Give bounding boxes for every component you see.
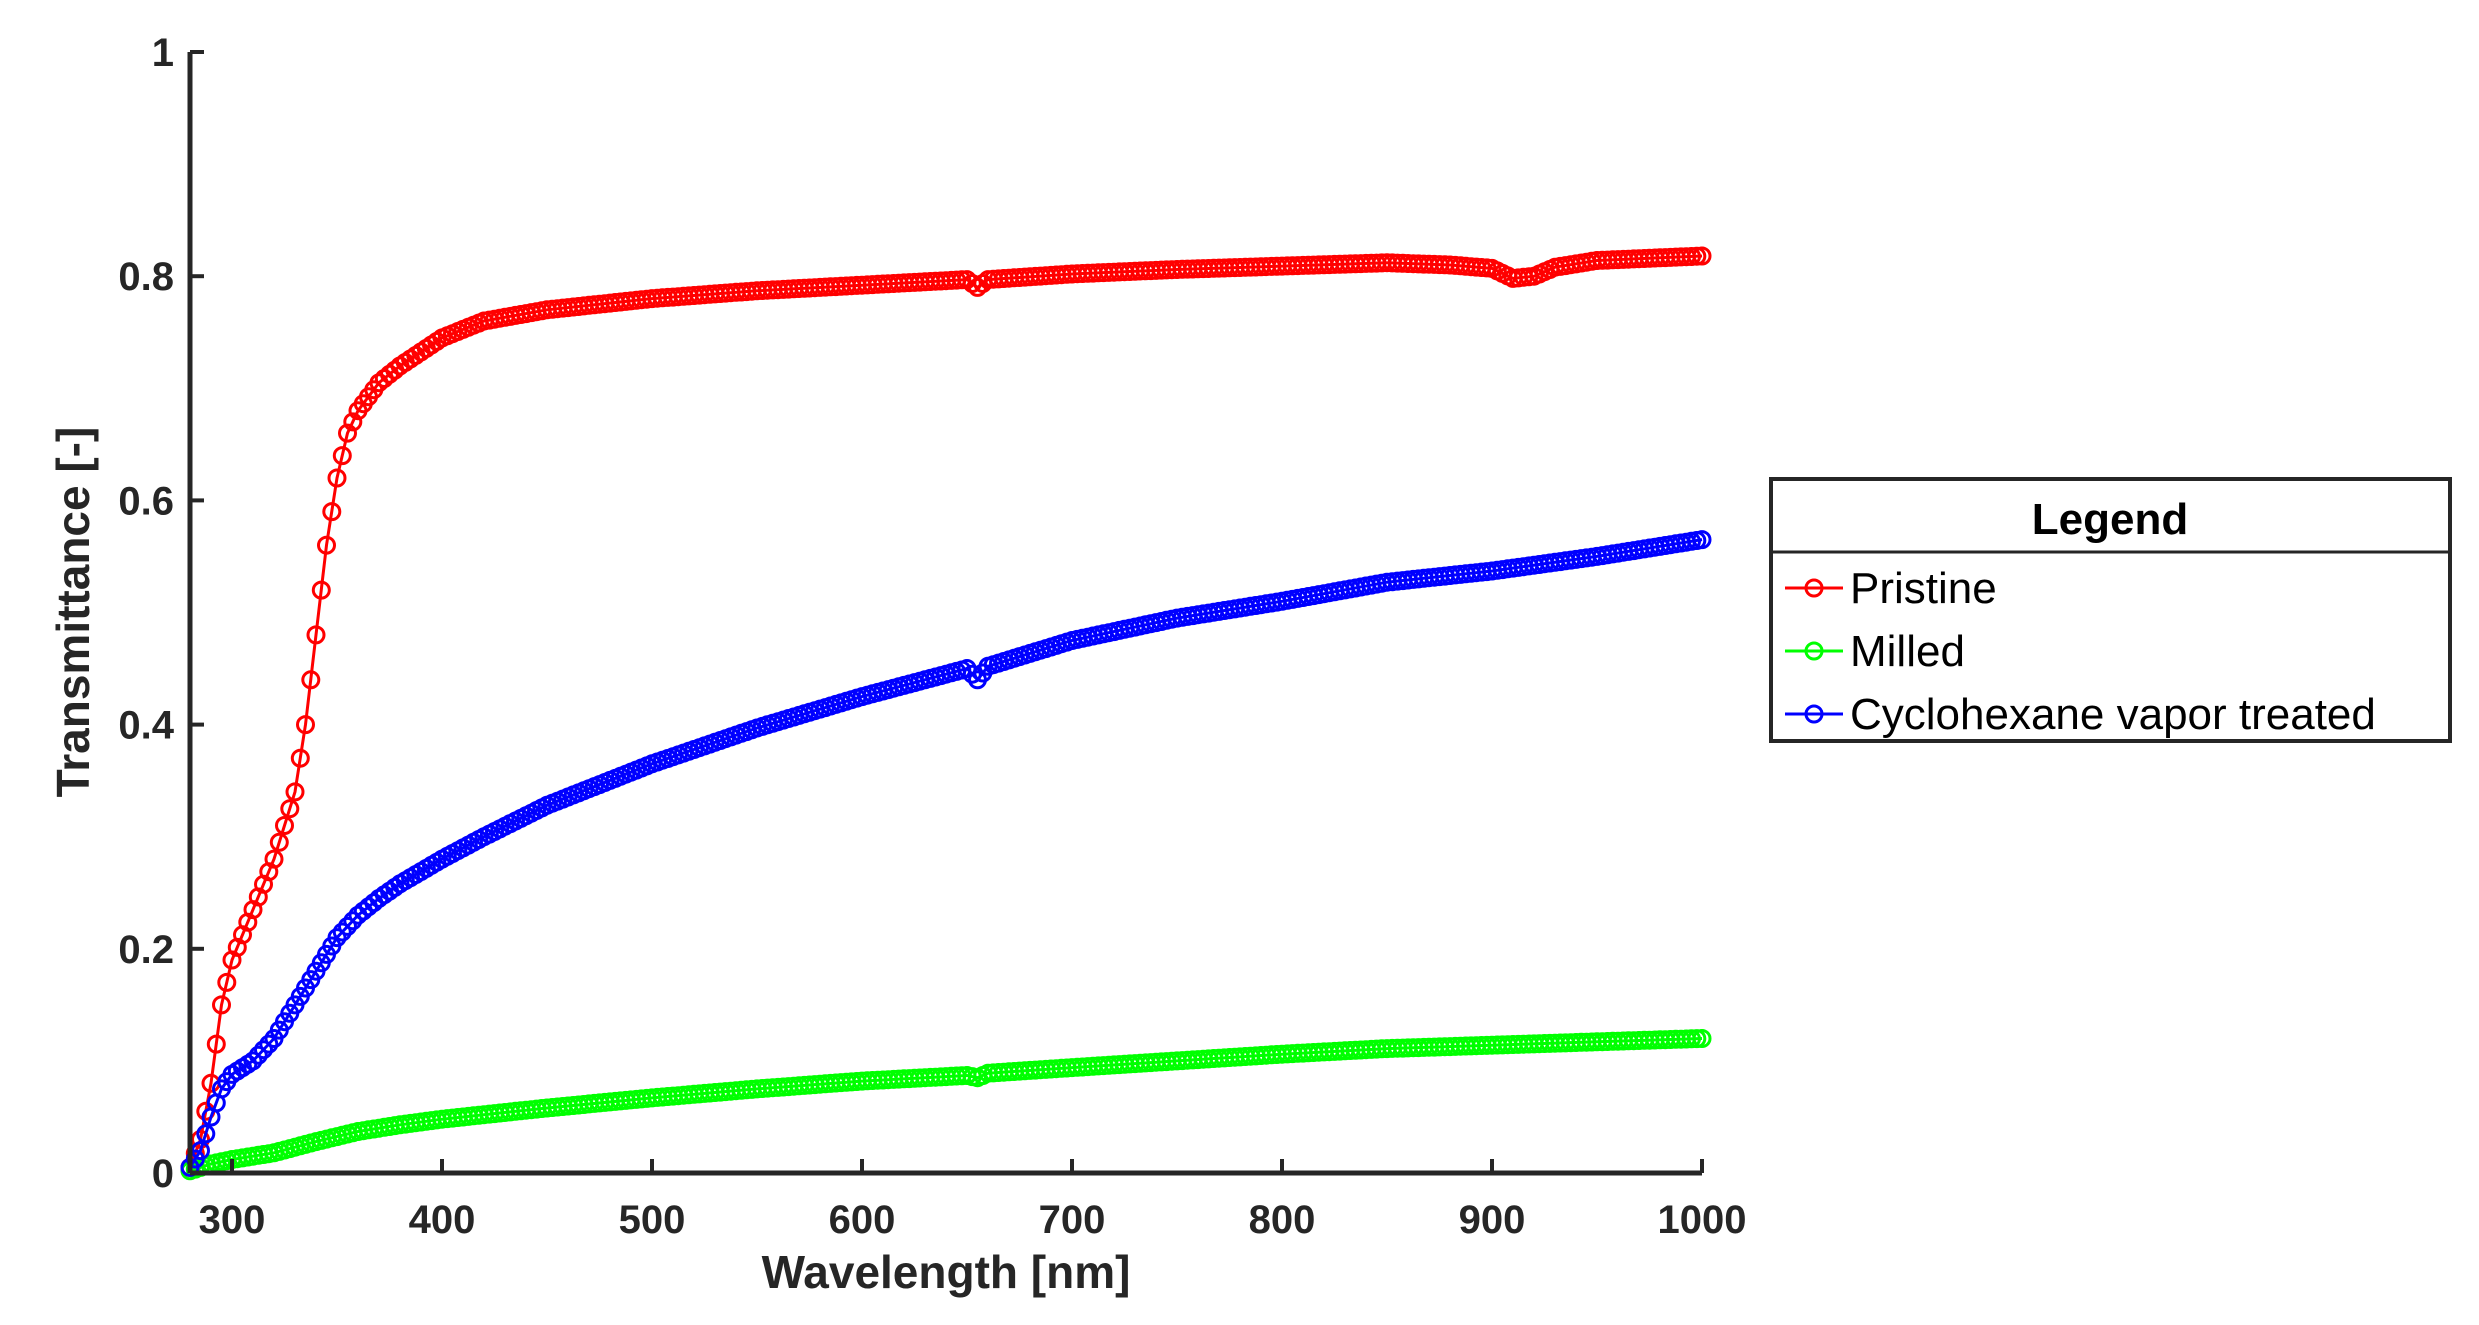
series-line xyxy=(188,254,1703,1168)
data-point xyxy=(306,625,326,645)
data-point xyxy=(322,502,342,522)
data-point xyxy=(290,748,310,768)
legend-entry-label: Pristine xyxy=(1850,564,1997,613)
legend-title: Legend xyxy=(2032,495,2188,544)
series-pristine xyxy=(180,246,1712,1177)
data-point xyxy=(206,1034,226,1054)
y-tick-label: 0 xyxy=(152,1152,174,1196)
legend-swatch-marker xyxy=(1804,704,1824,724)
x-tick-label: 400 xyxy=(409,1198,476,1242)
plot-area: 300 400 500 600 700 800 900 1000 0 0.2 0.4 0.6 0.8 1 xyxy=(118,31,1746,1242)
legend-entry-label: Milled xyxy=(1850,627,1965,676)
data-point xyxy=(248,1045,268,1065)
data-point xyxy=(212,995,231,1015)
data-point xyxy=(264,849,284,869)
data-point xyxy=(259,1034,279,1054)
x-tick-label: 300 xyxy=(199,1198,266,1242)
data-point xyxy=(332,446,352,466)
legend-entries: Pristine Milled Cyclohexane vapor treated xyxy=(1785,564,2376,739)
legend[interactable]: Legend Pristine Milled Cyclohexane vapor t… xyxy=(1769,477,2452,743)
series-line xyxy=(189,1037,1703,1173)
x-tick-label: 700 xyxy=(1039,1198,1106,1242)
series-line xyxy=(188,538,1703,1169)
y-tick-label: 0.8 xyxy=(118,255,174,299)
data-point xyxy=(962,664,982,684)
y-tick-label: 0.2 xyxy=(118,928,174,972)
series-layer xyxy=(180,246,1712,1181)
data-point xyxy=(338,423,357,443)
y-tick-label: 0.4 xyxy=(118,704,174,748)
y-axis-title: Transmittance [-] xyxy=(47,427,99,798)
data-point xyxy=(275,816,294,835)
y-tick-label: 1 xyxy=(152,31,174,75)
data-point xyxy=(269,832,289,852)
series-milled xyxy=(180,1029,1712,1181)
x-ticks: 300 400 500 600 700 800 900 1000 xyxy=(199,1159,1747,1242)
x-tick-label: 600 xyxy=(829,1198,896,1242)
data-point xyxy=(338,916,357,936)
series-cyclohexane-vapor-treated xyxy=(180,530,1712,1177)
data-point xyxy=(301,670,321,690)
legend-box xyxy=(1769,477,2452,743)
data-point xyxy=(217,972,237,992)
data-point xyxy=(311,580,331,600)
data-point xyxy=(254,1040,273,1060)
data-point xyxy=(280,799,300,819)
x-tick-label: 900 xyxy=(1459,1198,1526,1242)
x-tick-label: 500 xyxy=(619,1198,686,1242)
data-point xyxy=(317,535,336,555)
legend-entry-label: Cyclohexane vapor treated xyxy=(1850,690,2376,739)
data-point xyxy=(1692,530,1712,550)
data-point xyxy=(1692,1029,1712,1048)
data-point xyxy=(196,1124,216,1144)
x-tick-label: 1000 xyxy=(1658,1198,1747,1242)
legend-swatch-marker xyxy=(1804,641,1824,661)
data-point xyxy=(327,928,347,948)
data-point xyxy=(1692,246,1712,266)
data-point xyxy=(332,922,352,942)
legend-swatch-marker xyxy=(1804,578,1824,598)
y-ticks: 0 0.2 0.4 0.6 0.8 1 xyxy=(118,31,204,1196)
data-point xyxy=(285,782,305,802)
data-point xyxy=(243,1051,263,1071)
data-point xyxy=(327,468,347,488)
data-point xyxy=(343,412,363,432)
data-point xyxy=(296,715,315,735)
x-axis-title: Wavelength [nm] xyxy=(762,1246,1131,1298)
y-tick-label: 0.6 xyxy=(118,479,174,523)
data-point xyxy=(343,911,363,931)
x-tick-label: 800 xyxy=(1249,1198,1316,1242)
